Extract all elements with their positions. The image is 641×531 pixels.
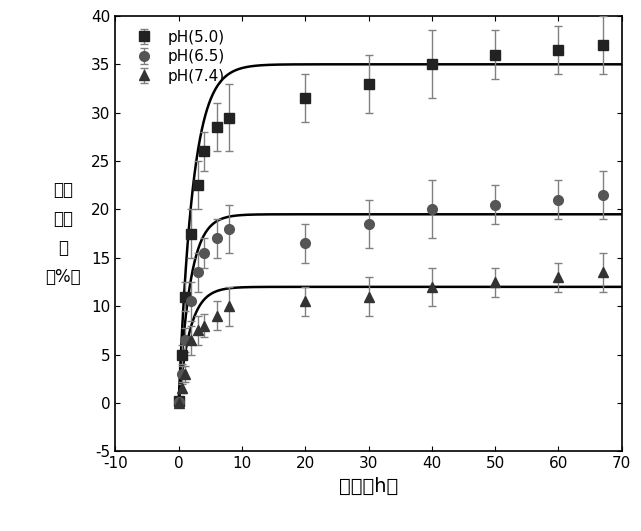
Y-axis label: 累积
释药
率
（%）: 累积 释药 率 （%） <box>46 181 81 286</box>
Legend: pH(5.0), pH(6.5), pH(7.4): pH(5.0), pH(6.5), pH(7.4) <box>123 23 231 90</box>
X-axis label: 时间（h）: 时间（h） <box>339 477 398 496</box>
